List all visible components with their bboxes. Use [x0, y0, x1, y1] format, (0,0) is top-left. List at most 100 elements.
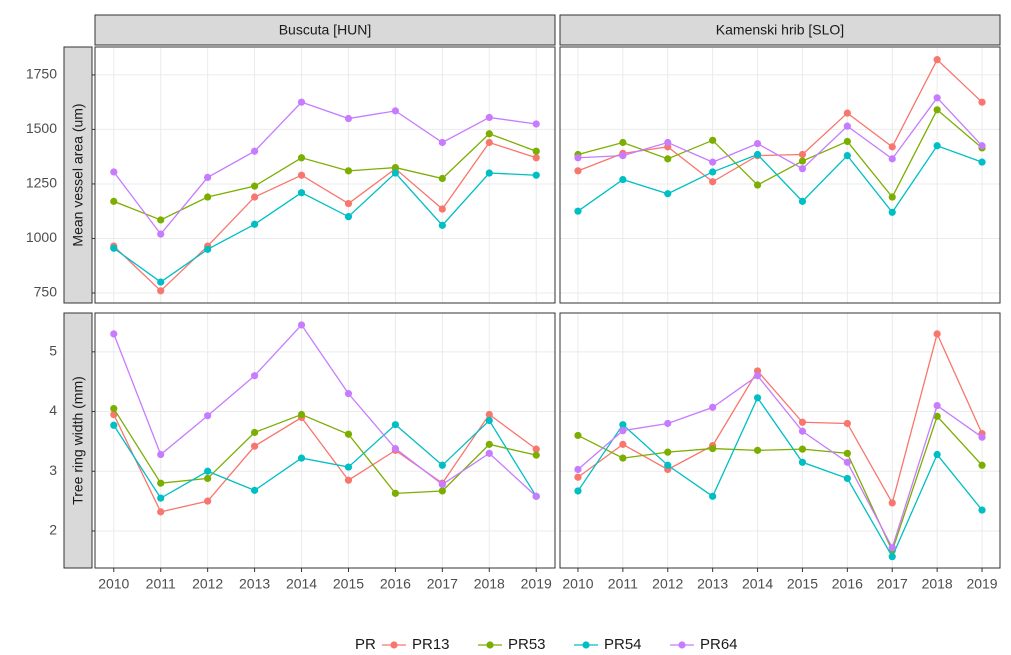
data-point	[110, 244, 118, 252]
data-point	[438, 461, 446, 469]
y-tick-label: 4	[49, 402, 57, 418]
x-tick-label: 2010	[562, 576, 593, 592]
legend-key-point	[678, 641, 686, 649]
data-point	[709, 444, 717, 453]
data-point	[297, 321, 306, 329]
data-point	[485, 449, 493, 457]
data-point	[157, 450, 165, 459]
data-point	[933, 401, 941, 410]
data-point	[157, 494, 165, 502]
data-point	[157, 479, 165, 487]
legend-key-point	[486, 641, 494, 649]
data-point	[798, 445, 807, 453]
data-point	[619, 440, 627, 448]
x-tick-label: 2010	[98, 576, 129, 592]
panel-border	[94, 312, 556, 569]
data-point	[532, 120, 540, 128]
data-point	[250, 147, 259, 155]
data-point	[933, 142, 941, 150]
data-point	[843, 474, 851, 483]
data-point	[753, 372, 762, 380]
data-point	[250, 193, 259, 201]
data-point	[204, 245, 212, 253]
y-tick-label: 750	[34, 284, 58, 300]
x-tick-label: 2018	[922, 576, 953, 592]
data-point	[438, 487, 446, 495]
data-point	[485, 169, 493, 177]
data-point	[574, 431, 582, 440]
series-line	[113, 419, 537, 499]
data-point	[753, 181, 762, 189]
data-point	[888, 155, 896, 163]
x-tick-label: 2017	[877, 576, 908, 592]
data-point	[438, 480, 446, 488]
data-point	[978, 142, 986, 150]
data-point	[344, 199, 353, 208]
facet-strip	[94, 14, 556, 46]
data-point	[574, 487, 582, 495]
data-point	[110, 410, 118, 419]
x-tick-label: 2016	[380, 576, 411, 592]
data-point	[391, 489, 400, 497]
y-tick-label: 1250	[26, 175, 57, 191]
series-line	[113, 141, 537, 292]
panel-background	[560, 47, 1000, 303]
data-point	[709, 178, 717, 186]
data-point	[250, 220, 259, 228]
facet-label: Kamenski hrib [SLO]	[716, 22, 844, 38]
data-point	[888, 553, 896, 561]
data-point	[798, 197, 807, 205]
data-point	[619, 427, 627, 435]
legend-label: PR53	[508, 636, 546, 653]
data-point	[574, 465, 582, 474]
data-point	[297, 189, 306, 197]
data-point	[978, 461, 986, 469]
y-tick-label: 1500	[26, 120, 57, 136]
data-point	[532, 147, 540, 155]
data-point	[532, 154, 540, 162]
data-point	[574, 167, 582, 175]
data-point	[250, 182, 259, 190]
data-point	[664, 190, 672, 198]
data-point	[297, 98, 306, 106]
x-tick-label: 2019	[966, 576, 997, 592]
series-line	[113, 323, 537, 497]
legend-key-point	[390, 641, 398, 649]
x-tick-label: 2011	[146, 576, 176, 592]
data-point	[664, 419, 672, 428]
y-tick-label: 1750	[26, 66, 57, 82]
data-point	[753, 394, 762, 402]
data-point	[344, 213, 353, 221]
data-point	[391, 107, 400, 115]
data-point	[204, 173, 212, 181]
series-line	[577, 96, 983, 170]
facet-strip	[559, 14, 1001, 46]
y-axis-title: Tree ring width (mm)	[70, 376, 86, 505]
series-line	[577, 144, 983, 214]
data-point	[843, 122, 851, 130]
series-line	[113, 413, 537, 513]
data-point	[888, 544, 896, 552]
legend-title: PR	[355, 636, 376, 653]
series-line	[113, 101, 537, 236]
data-point	[933, 330, 941, 338]
data-point	[344, 430, 353, 438]
data-point	[843, 458, 851, 466]
x-tick-label: 2012	[652, 576, 683, 592]
series-line	[113, 172, 537, 283]
data-point	[664, 448, 672, 456]
data-point	[297, 410, 306, 419]
legend-label: PR13	[412, 636, 450, 653]
x-tick-label: 2012	[192, 576, 223, 592]
x-tick-label: 2013	[697, 576, 728, 592]
data-point	[250, 372, 259, 380]
data-point	[438, 221, 446, 229]
data-point	[933, 450, 941, 459]
data-point	[297, 454, 306, 462]
data-point	[619, 421, 627, 429]
data-point	[574, 207, 582, 215]
data-point	[532, 445, 540, 453]
x-tick-label: 2014	[742, 576, 773, 592]
